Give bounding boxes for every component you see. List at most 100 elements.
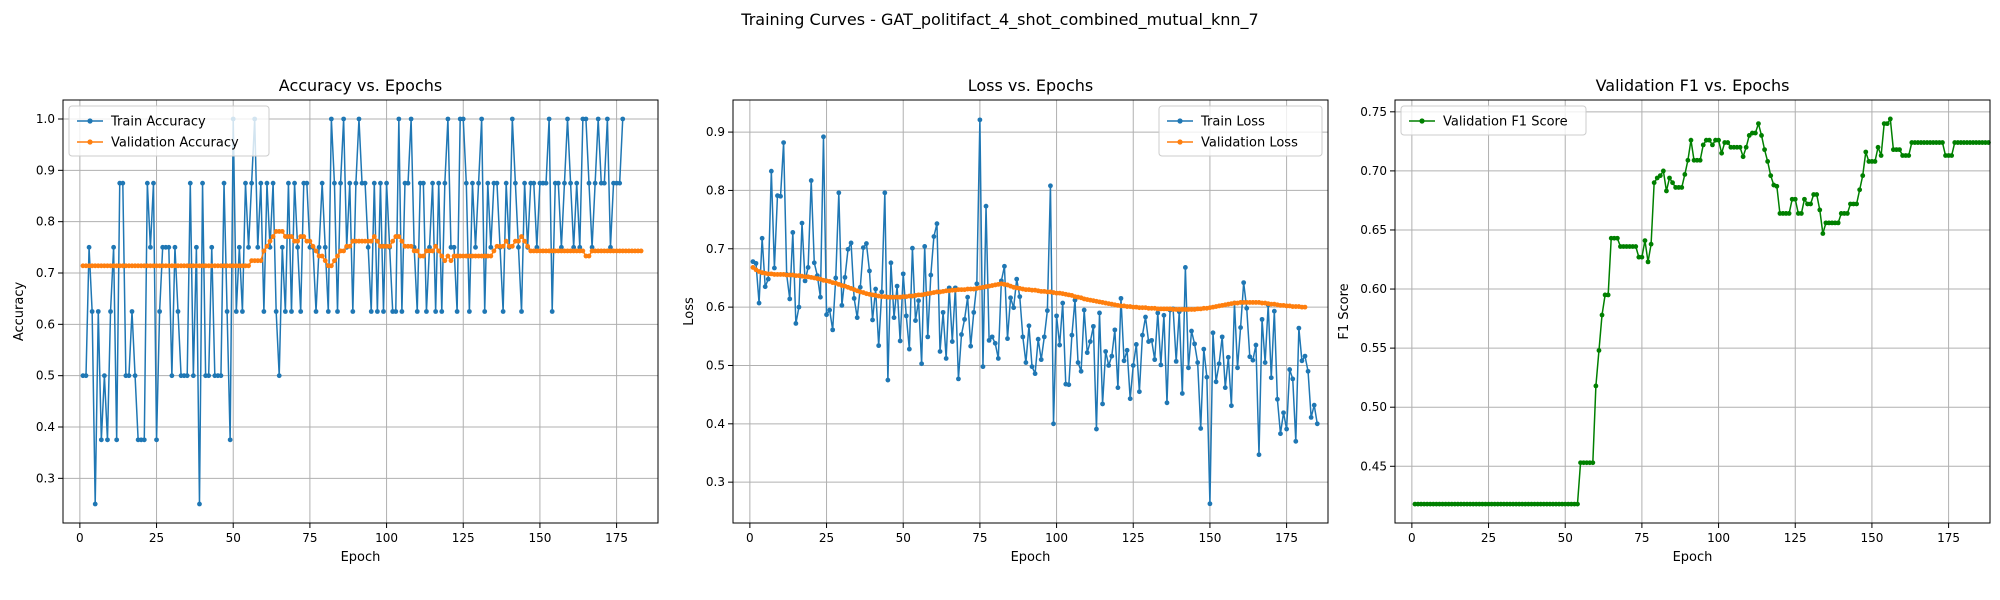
data-point: [971, 309, 977, 315]
data-point: [1308, 415, 1314, 420]
data-point: [414, 309, 420, 314]
y-tick-label: 0.5: [706, 358, 725, 372]
data-point: [1798, 211, 1804, 216]
data-point: [1651, 180, 1657, 186]
data-point: [353, 180, 359, 186]
data-point: [956, 376, 961, 382]
data-point: [1014, 276, 1020, 282]
data-point: [1860, 173, 1866, 179]
data-point: [1247, 354, 1253, 360]
data-point: [1048, 183, 1053, 189]
x-tick-label: 25: [149, 531, 164, 545]
data-point: [1164, 400, 1170, 406]
data-point: [1195, 360, 1201, 365]
data-point: [1186, 365, 1191, 371]
y-tick-label: 0.7: [706, 242, 725, 256]
data-point: [420, 253, 426, 259]
data-point: [1593, 383, 1599, 389]
data-point: [332, 180, 337, 186]
data-point: [888, 260, 894, 266]
data-point: [1029, 364, 1035, 370]
y-tick-label: 0.75: [1360, 105, 1387, 119]
data-point: [218, 373, 224, 379]
data-point: [571, 244, 577, 250]
data-point: [768, 168, 774, 174]
x-tick-label: 25: [1481, 531, 1496, 545]
data-point: [1887, 116, 1893, 122]
data-point: [144, 180, 150, 186]
data-point: [1023, 360, 1029, 365]
data-point: [1679, 185, 1685, 190]
data-point: [267, 238, 273, 244]
data-point: [270, 234, 276, 239]
data-point: [638, 248, 644, 254]
data-point: [1737, 144, 1743, 150]
data-point: [558, 244, 564, 250]
legend-box: [1400, 105, 1587, 136]
chart-panels: 0 25 50 75 100 125 150 175 0.3 0.4 0.5 0.6 0.7 0.8 0.9…: [12, 76, 1991, 565]
data-point: [821, 134, 826, 140]
data-point: [371, 180, 377, 186]
data-point: [827, 307, 833, 313]
data-point: [555, 180, 561, 186]
data-point: [1685, 157, 1691, 163]
data-point: [1100, 401, 1105, 407]
data-point: [781, 140, 787, 145]
data-point: [166, 244, 172, 250]
data-point: [301, 234, 307, 239]
data-point: [983, 203, 989, 209]
data-point: [313, 248, 319, 254]
data-point: [368, 309, 374, 314]
data-point: [295, 238, 301, 244]
data-point: [1614, 235, 1620, 241]
data-point: [1575, 501, 1580, 507]
data-point: [420, 180, 426, 186]
data-point: [390, 238, 396, 244]
data-point: [102, 373, 107, 379]
data-point: [543, 180, 549, 186]
data-point: [1808, 201, 1813, 207]
data-point: [1060, 300, 1066, 306]
chart-title: Loss vs. Epochs: [968, 76, 1093, 95]
data-point: [433, 309, 439, 314]
data-point: [580, 248, 586, 254]
data-point: [882, 190, 888, 196]
data-point: [1216, 361, 1222, 367]
data-point: [347, 180, 353, 186]
data-point: [92, 501, 98, 507]
data-point: [848, 240, 854, 246]
data-point: [246, 244, 251, 250]
data-point: [151, 180, 156, 186]
data-point: [1706, 137, 1712, 143]
data-point: [787, 296, 793, 302]
data-point: [586, 253, 592, 259]
data-point: [371, 234, 377, 239]
data-point: [1044, 308, 1050, 314]
data-point: [1109, 353, 1115, 359]
data-point: [384, 180, 389, 186]
data-point: [258, 180, 264, 186]
chart-title: Accuracy vs. Epochs: [279, 76, 442, 95]
legend-marker-swatch: [1177, 139, 1183, 145]
data-point: [460, 116, 466, 122]
data-point: [765, 276, 771, 282]
data-point: [1041, 334, 1047, 340]
data-point: [796, 304, 802, 310]
data-point: [1155, 310, 1161, 316]
data-point: [141, 437, 147, 443]
data-point: [396, 116, 402, 122]
data-point: [1228, 403, 1234, 409]
x-tick-label: 175: [1937, 531, 1960, 545]
data-point: [601, 180, 607, 186]
data-point: [233, 309, 239, 314]
data-point: [1262, 360, 1268, 365]
data-point: [485, 180, 491, 186]
data-point: [1244, 305, 1250, 311]
data-point: [589, 244, 595, 250]
data-point: [292, 180, 297, 186]
data-point: [264, 180, 270, 186]
chart-title: Validation F1 vs. Epochs: [1596, 76, 1790, 95]
data-point: [778, 193, 783, 199]
data-point: [313, 309, 319, 314]
data-point: [592, 180, 598, 186]
